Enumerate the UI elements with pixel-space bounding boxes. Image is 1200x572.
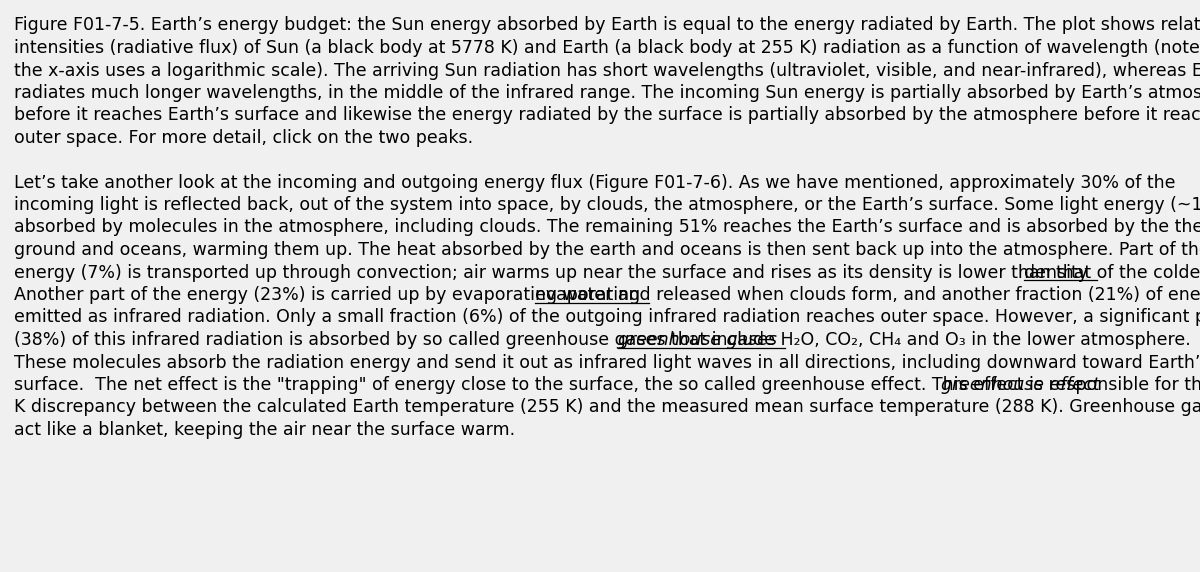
- Text: act like a blanket, keeping the air near the surface warm.: act like a blanket, keeping the air near…: [14, 421, 515, 439]
- Text: emitted as infrared radiation. Only a small fraction (6%) of the outgoing infrar: emitted as infrared radiation. Only a sm…: [14, 308, 1200, 327]
- Text: incoming light is reflected back, out of the system into space, by clouds, the a: incoming light is reflected back, out of…: [14, 196, 1200, 214]
- Text: ground and oceans, warming them up. The heat absorbed by the earth and oceans is: ground and oceans, warming them up. The …: [14, 241, 1200, 259]
- Text: outer space. For more detail, click on the two peaks.: outer space. For more detail, click on t…: [14, 129, 473, 147]
- Text: greenhouse effect: greenhouse effect: [941, 376, 1099, 394]
- Text: Let’s take another look at the incoming and outgoing energy flux (Figure F01-7-6: Let’s take another look at the incoming …: [14, 173, 1176, 192]
- Text: evaporating: evaporating: [535, 286, 640, 304]
- Text: absorbed by molecules in the atmosphere, including clouds. The remaining 51% rea: absorbed by molecules in the atmosphere,…: [14, 219, 1200, 236]
- Text: before it reaches Earth’s surface and likewise the energy radiated by the surfac: before it reaches Earth’s surface and li…: [14, 106, 1200, 125]
- Text: the x-axis uses a logarithmic scale). The arriving Sun radiation has short wavel: the x-axis uses a logarithmic scale). Th…: [14, 62, 1200, 80]
- Text: surface.  The net effect is the "trapping" of energy close to the surface, the s: surface. The net effect is the "trapping…: [14, 376, 1200, 394]
- Text: Figure F01-7-5. Earth’s energy budget: the Sun energy absorbed by Earth is equal: Figure F01-7-5. Earth’s energy budget: t…: [14, 17, 1200, 34]
- Text: K discrepancy between the calculated Earth temperature (255 K) and the measured : K discrepancy between the calculated Ear…: [14, 399, 1200, 416]
- Text: greenhouse gases: greenhouse gases: [618, 331, 778, 349]
- Text: (38%) of this infrared radiation is absorbed by so called greenhouse gases that : (38%) of this infrared radiation is abso…: [14, 331, 1190, 349]
- Text: energy (7%) is transported up through convection; air warms up near the surface : energy (7%) is transported up through co…: [14, 264, 1200, 281]
- Text: density: density: [1025, 264, 1088, 281]
- Text: Another part of the energy (23%) is carried up by evaporating water and released: Another part of the energy (23%) is carr…: [14, 286, 1200, 304]
- Text: These molecules absorb the radiation energy and send it out as infrared light wa: These molecules absorb the radiation ene…: [14, 353, 1200, 371]
- Text: radiates much longer wavelengths, in the middle of the infrared range. The incom: radiates much longer wavelengths, in the…: [14, 84, 1200, 102]
- Text: intensities (radiative flux) of Sun (a black body at 5778 K) and Earth (a black : intensities (radiative flux) of Sun (a b…: [14, 39, 1200, 57]
